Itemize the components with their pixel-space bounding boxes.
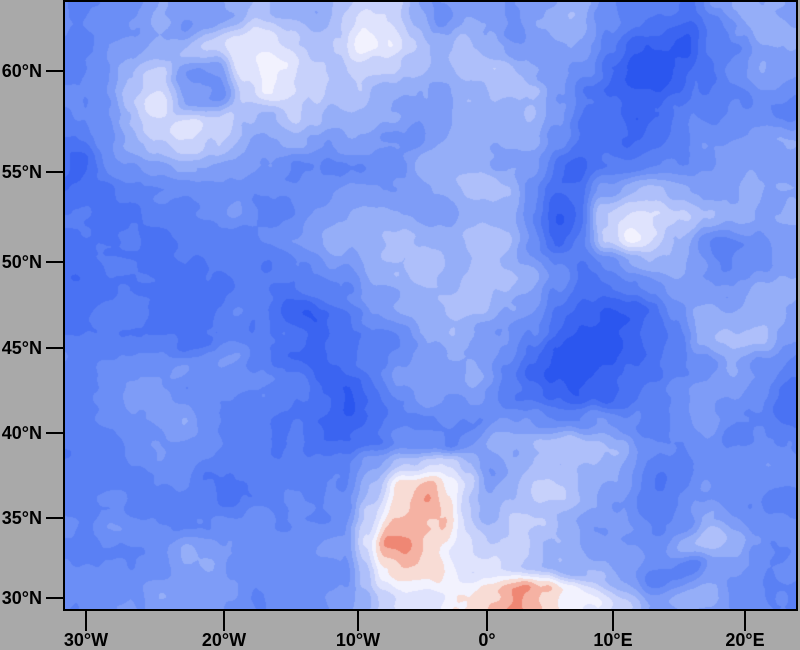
- lat-tick-label: 50°N: [1, 252, 42, 272]
- lat-tick-label: 60°N: [1, 61, 42, 81]
- lon-tick-label: 20°E: [725, 630, 765, 650]
- lat-tick: [46, 597, 63, 599]
- lat-tick: [46, 432, 63, 434]
- lon-tick-label: 20°W: [201, 630, 247, 650]
- lon-tick-label: 0°: [478, 630, 496, 650]
- lat-tick: [46, 70, 63, 72]
- lat-tick-label: 40°N: [1, 423, 42, 443]
- lon-tick-label: 10°E: [593, 630, 633, 650]
- lon-tick: [486, 611, 488, 631]
- lat-tick-label: 55°N: [1, 162, 42, 182]
- lon-tick: [85, 611, 87, 631]
- lon-tick: [744, 611, 746, 631]
- lon-tick-label: 10°W: [335, 630, 381, 650]
- lon-tick: [612, 611, 614, 631]
- lon-tick: [357, 611, 359, 631]
- map-plot-area: [63, 0, 798, 611]
- lat-tick-label: 30°N: [1, 588, 42, 608]
- lat-tick-label: 45°N: [1, 338, 42, 358]
- lon-tick: [223, 611, 225, 631]
- lat-tick: [46, 171, 63, 173]
- lat-tick-label: 35°N: [1, 508, 42, 528]
- lat-tick: [46, 261, 63, 263]
- lat-tick: [46, 517, 63, 519]
- lat-tick: [46, 347, 63, 349]
- contour-field-canvas: [65, 2, 796, 609]
- lon-tick-label: 30°W: [63, 630, 109, 650]
